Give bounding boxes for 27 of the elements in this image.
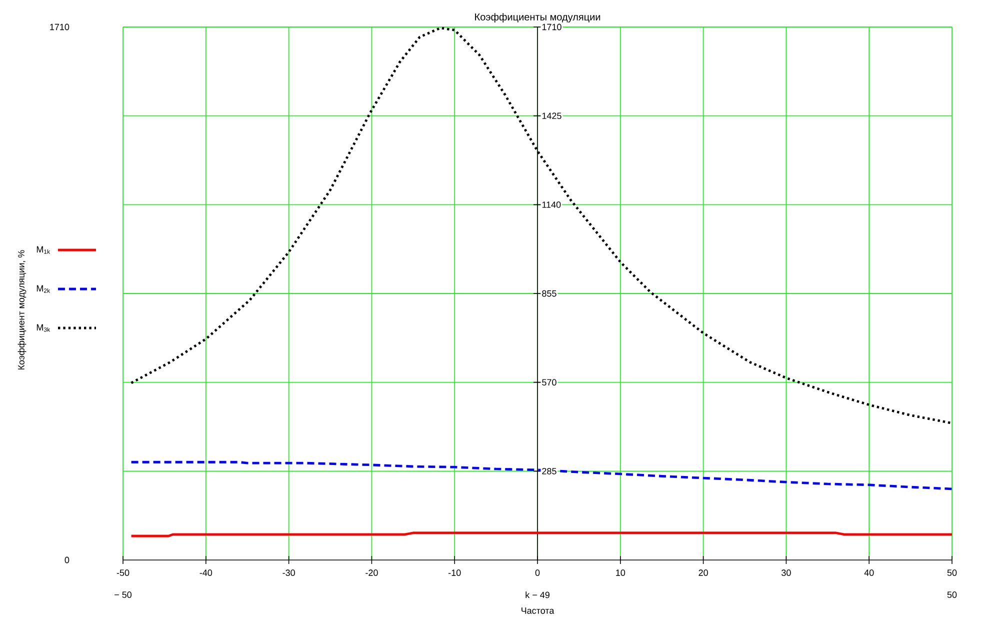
y-axis-title: Коэффициент модуляции, %	[18, 250, 26, 370]
x-axis-title: Частота	[522, 608, 554, 614]
legend-label: M$_{2k}$	[36, 285, 50, 293]
legend-label: M$_{1k}$	[36, 246, 50, 254]
x2-tick-label: 50	[947, 592, 957, 598]
x-tick-label: 30	[782, 570, 791, 576]
y2-tick-label: 285	[542, 468, 556, 474]
legend-label: M$_{3k}$	[36, 324, 50, 332]
y2-tick-label: 1140	[542, 201, 561, 208]
x-tick-label: 20	[698, 570, 708, 576]
y2-tick-label: 1425	[542, 112, 562, 120]
chart-title: Коэффициенты модуляции	[475, 13, 600, 22]
x-tick-label: 0	[535, 570, 540, 576]
x-tick-label: 10	[616, 570, 626, 576]
y2-tick-label: 855	[542, 290, 556, 297]
x-tick-label: -50	[116, 570, 130, 576]
x-tick-label: -20	[366, 570, 378, 576]
y2-tick-label: 570	[542, 379, 556, 386]
x-tick-label: 50	[947, 570, 957, 576]
x-tick-label: 40	[864, 570, 874, 576]
x-tick-label: -10	[448, 570, 461, 576]
x2-tick-label: − 50	[114, 592, 132, 598]
y2-tick-label: 1710	[542, 24, 562, 30]
x-tick-label: -40	[200, 570, 212, 576]
x2-axis-title: k − 49	[526, 592, 550, 598]
line-series	[130, 460, 954, 490]
x-tick-label: -30	[282, 570, 295, 576]
